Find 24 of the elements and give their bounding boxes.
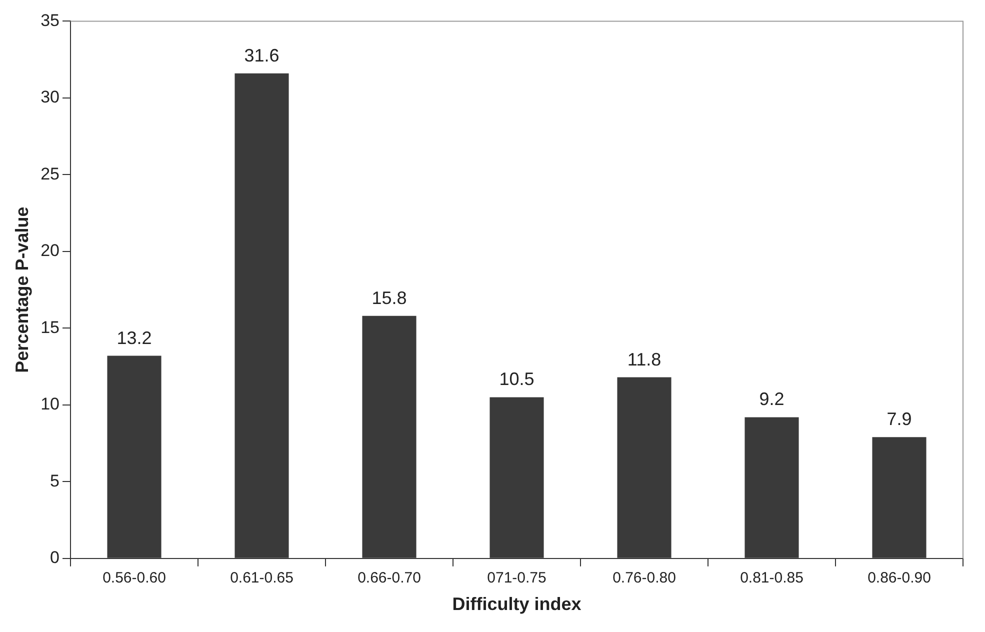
y-tick-label: 15 (40, 318, 60, 337)
x-tick-label: 0.66-0.70 (358, 570, 421, 587)
y-tick-label: 10 (40, 394, 60, 414)
y-tick-label: 0 (50, 548, 60, 568)
y-axis-title: Percentage P-value (12, 206, 32, 373)
y-tick-label: 5 (50, 471, 60, 490)
x-tick-label: 0.86-0.90 (868, 570, 931, 587)
x-tick-label: 0.76-0.80 (612, 570, 676, 587)
data-label: 11.8 (627, 349, 662, 370)
data-label: 13.2 (116, 328, 152, 348)
x-tick-label: 0.61-0.65 (230, 570, 294, 587)
x-tick-label: 071-0.75 (487, 570, 546, 587)
x-tick-label: 0.56-0.60 (102, 570, 166, 587)
data-label: 10.5 (499, 369, 534, 390)
x-tick-label: 0.81-0.85 (740, 570, 804, 587)
x-axis-title: Difficulty index (452, 594, 582, 614)
data-label: 15.8 (372, 288, 407, 308)
data-label: 9.2 (759, 389, 784, 410)
data-label: 31.6 (244, 45, 280, 66)
y-tick-label: 20 (40, 241, 60, 260)
y-tick-label: 35 (40, 10, 60, 30)
y-tick-label: 30 (40, 88, 60, 107)
y-tick-label: 25 (40, 164, 60, 184)
data-label: 7.9 (886, 409, 912, 430)
